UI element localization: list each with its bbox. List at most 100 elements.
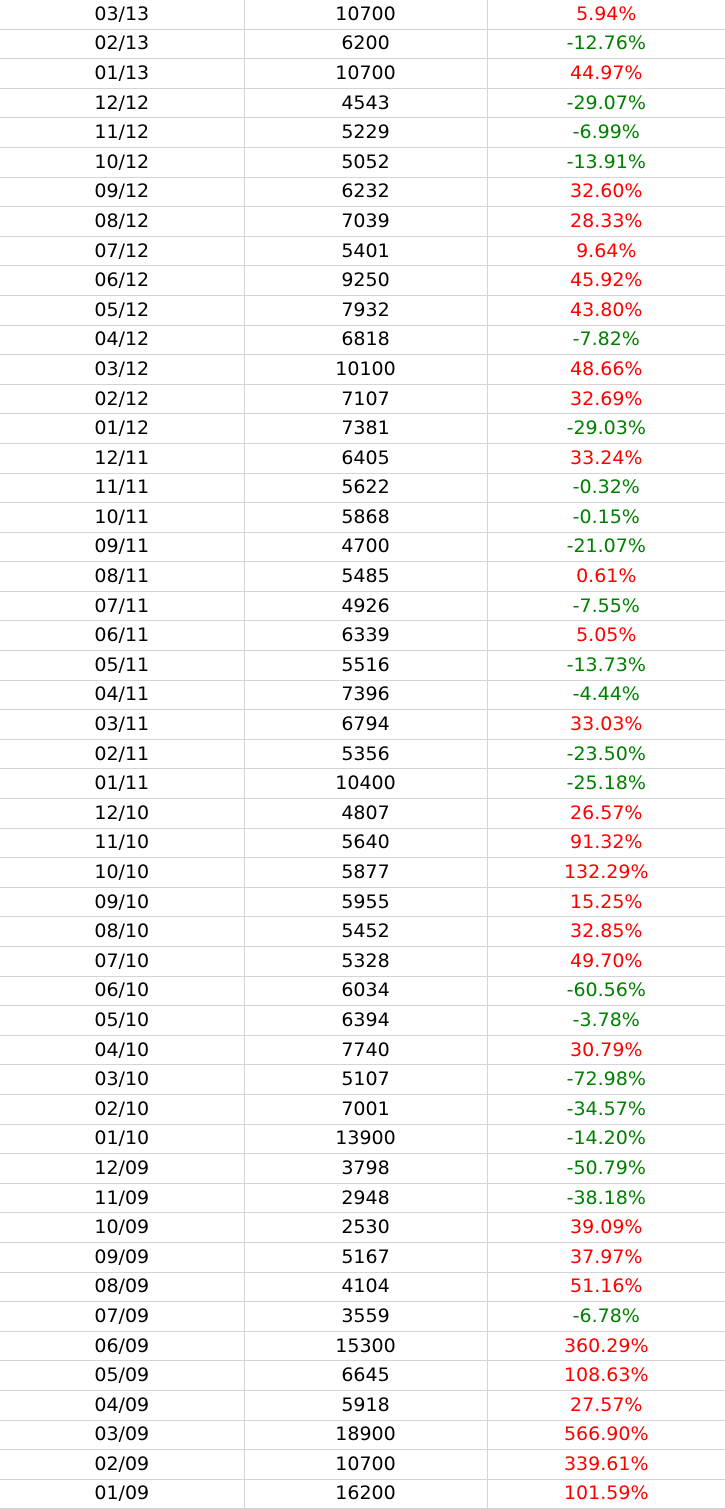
- change-cell[interactable]: -25.18%: [486, 768, 725, 800]
- change-cell[interactable]: -13.91%: [486, 146, 725, 178]
- change-cell[interactable]: 360.29%: [486, 1330, 725, 1362]
- value-cell[interactable]: 5622: [243, 472, 488, 504]
- value-cell[interactable]: 13900: [243, 1123, 488, 1155]
- month-cell[interactable]: 12/12: [0, 87, 245, 119]
- value-cell[interactable]: 5485: [243, 561, 488, 592]
- change-cell[interactable]: -7.55%: [486, 590, 725, 622]
- month-cell[interactable]: 02/09: [0, 1449, 245, 1480]
- change-cell[interactable]: 9.64%: [486, 235, 725, 267]
- value-cell[interactable]: 5918: [243, 1389, 488, 1421]
- month-cell[interactable]: 08/09: [0, 1271, 245, 1303]
- change-cell[interactable]: 32.85%: [486, 916, 725, 947]
- change-cell[interactable]: 0.61%: [486, 561, 725, 592]
- value-cell[interactable]: 5107: [243, 1064, 488, 1095]
- value-cell[interactable]: 4104: [243, 1271, 488, 1303]
- change-cell[interactable]: -34.57%: [486, 1093, 725, 1125]
- month-cell[interactable]: 10/12: [0, 146, 245, 178]
- value-cell[interactable]: 6794: [243, 709, 488, 740]
- month-cell[interactable]: 01/10: [0, 1123, 245, 1155]
- month-cell[interactable]: 10/09: [0, 1212, 245, 1243]
- value-cell[interactable]: 7107: [243, 383, 488, 415]
- change-cell[interactable]: 108.63%: [486, 1360, 725, 1391]
- change-cell[interactable]: 44.97%: [486, 58, 725, 89]
- month-cell[interactable]: 09/09: [0, 1241, 245, 1273]
- value-cell[interactable]: 5052: [243, 146, 488, 178]
- value-cell[interactable]: 6232: [243, 176, 488, 208]
- change-cell[interactable]: 5.94%: [486, 0, 725, 30]
- change-cell[interactable]: 566.90%: [486, 1419, 725, 1451]
- value-cell[interactable]: 6339: [243, 620, 488, 652]
- month-cell[interactable]: 01/11: [0, 768, 245, 800]
- month-cell[interactable]: 03/11: [0, 709, 245, 740]
- change-cell[interactable]: 26.57%: [486, 798, 725, 829]
- value-cell[interactable]: 5516: [243, 650, 488, 681]
- change-cell[interactable]: 5.05%: [486, 620, 725, 652]
- change-cell[interactable]: 30.79%: [486, 1034, 725, 1066]
- change-cell[interactable]: -0.15%: [486, 502, 725, 533]
- change-cell[interactable]: 101.59%: [486, 1478, 725, 1509]
- month-cell[interactable]: 06/11: [0, 620, 245, 652]
- change-cell[interactable]: 49.70%: [486, 946, 725, 977]
- value-cell[interactable]: 6645: [243, 1360, 488, 1391]
- month-cell[interactable]: 02/13: [0, 28, 245, 60]
- change-cell[interactable]: -6.99%: [486, 117, 725, 148]
- change-cell[interactable]: 33.03%: [486, 709, 725, 740]
- value-cell[interactable]: 16200: [243, 1478, 488, 1509]
- month-cell[interactable]: 09/10: [0, 886, 245, 918]
- change-cell[interactable]: -3.78%: [486, 1005, 725, 1036]
- value-cell[interactable]: 7396: [243, 679, 488, 711]
- change-cell[interactable]: -60.56%: [486, 975, 725, 1007]
- month-cell[interactable]: 07/09: [0, 1301, 245, 1332]
- change-cell[interactable]: -21.07%: [486, 531, 725, 563]
- change-cell[interactable]: -72.98%: [486, 1064, 725, 1095]
- month-cell[interactable]: 11/12: [0, 117, 245, 148]
- change-cell[interactable]: 45.92%: [486, 265, 725, 296]
- month-cell[interactable]: 03/10: [0, 1064, 245, 1095]
- month-cell[interactable]: 12/10: [0, 798, 245, 829]
- month-cell[interactable]: 08/11: [0, 561, 245, 592]
- change-cell[interactable]: -7.82%: [486, 324, 725, 356]
- change-cell[interactable]: 43.80%: [486, 294, 725, 326]
- month-cell[interactable]: 03/09: [0, 1419, 245, 1451]
- month-cell[interactable]: 08/12: [0, 206, 245, 237]
- month-cell[interactable]: 12/09: [0, 1153, 245, 1184]
- month-cell[interactable]: 01/13: [0, 58, 245, 89]
- month-cell[interactable]: 03/12: [0, 354, 245, 385]
- month-cell[interactable]: 07/12: [0, 235, 245, 267]
- value-cell[interactable]: 4700: [243, 531, 488, 563]
- value-cell[interactable]: 9250: [243, 265, 488, 296]
- month-cell[interactable]: 02/10: [0, 1093, 245, 1125]
- value-cell[interactable]: 5229: [243, 117, 488, 148]
- change-cell[interactable]: 51.16%: [486, 1271, 725, 1303]
- month-cell[interactable]: 12/11: [0, 442, 245, 474]
- change-cell[interactable]: -6.78%: [486, 1301, 725, 1332]
- month-cell[interactable]: 01/12: [0, 413, 245, 444]
- value-cell[interactable]: 2530: [243, 1212, 488, 1243]
- month-cell[interactable]: 06/12: [0, 265, 245, 296]
- change-cell[interactable]: 39.09%: [486, 1212, 725, 1243]
- value-cell[interactable]: 3559: [243, 1301, 488, 1332]
- value-cell[interactable]: 5328: [243, 946, 488, 977]
- month-cell[interactable]: 11/09: [0, 1182, 245, 1214]
- month-cell[interactable]: 10/11: [0, 502, 245, 533]
- month-cell[interactable]: 04/11: [0, 679, 245, 711]
- value-cell[interactable]: 5877: [243, 857, 488, 888]
- value-cell[interactable]: 15300: [243, 1330, 488, 1362]
- change-cell[interactable]: -13.73%: [486, 650, 725, 681]
- value-cell[interactable]: 5401: [243, 235, 488, 267]
- month-cell[interactable]: 06/09: [0, 1330, 245, 1362]
- month-cell[interactable]: 09/12: [0, 176, 245, 208]
- change-cell[interactable]: -4.44%: [486, 679, 725, 711]
- change-cell[interactable]: 15.25%: [486, 886, 725, 918]
- value-cell[interactable]: 10100: [243, 354, 488, 385]
- change-cell[interactable]: -50.79%: [486, 1153, 725, 1184]
- value-cell[interactable]: 3798: [243, 1153, 488, 1184]
- change-cell[interactable]: 32.69%: [486, 383, 725, 415]
- value-cell[interactable]: 4543: [243, 87, 488, 119]
- change-cell[interactable]: 27.57%: [486, 1389, 725, 1421]
- change-cell[interactable]: 132.29%: [486, 857, 725, 888]
- month-cell[interactable]: 05/12: [0, 294, 245, 326]
- value-cell[interactable]: 6200: [243, 28, 488, 60]
- change-cell[interactable]: 28.33%: [486, 206, 725, 237]
- value-cell[interactable]: 18900: [243, 1419, 488, 1451]
